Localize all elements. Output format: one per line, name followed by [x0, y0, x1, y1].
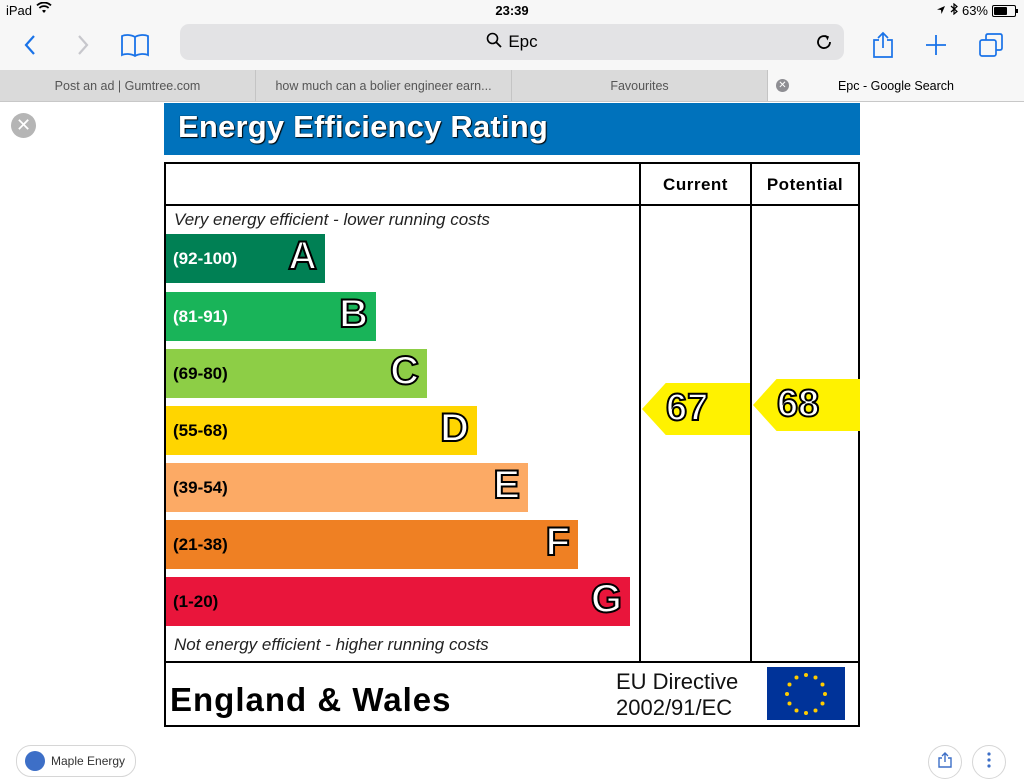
bluetooth-icon: [950, 2, 958, 18]
efficient-note: Very energy efficient - lower running co…: [174, 210, 490, 229]
column-divider: [750, 164, 752, 661]
globe-icon: [25, 751, 45, 771]
tab-label: Favourites: [610, 78, 669, 93]
close-icon[interactable]: ✕: [11, 113, 36, 138]
band-f: (21-38) F: [166, 519, 578, 569]
eu-directive: EU Directive 2002/91/EC: [616, 669, 738, 721]
device-name: iPad: [6, 3, 33, 18]
tab-epc-search[interactable]: ✕ Epc - Google Search: [768, 70, 1024, 101]
band-letter: G: [590, 576, 623, 622]
new-tab-icon[interactable]: [918, 27, 954, 63]
band-range: (1-20): [173, 592, 219, 611]
bookmarks-icon[interactable]: [117, 27, 153, 63]
band-letter: E: [492, 462, 521, 508]
directive-line-2: 2002/91/EC: [616, 695, 733, 720]
band-range: (55-68): [173, 421, 228, 440]
epc-header: Energy Efficiency Rating: [164, 103, 860, 155]
share-icon[interactable]: [865, 27, 901, 63]
band-range: (69-80): [173, 364, 228, 383]
band-a: (92-100) A: [166, 233, 325, 283]
close-tab-icon[interactable]: ✕: [776, 79, 789, 92]
potential-rating-value: 68: [776, 382, 820, 426]
region-label: England & Wales: [170, 681, 452, 718]
status-bar: iPad 23:39 63%: [0, 0, 1024, 20]
band-range: (21-38): [173, 535, 228, 554]
browser-toolbar: Epc: [0, 20, 1024, 70]
footer-divider: [166, 661, 858, 663]
band-b: (81-91) B: [166, 291, 376, 341]
forward-icon[interactable]: [65, 27, 101, 63]
column-divider: [639, 164, 641, 661]
tabs-icon[interactable]: [973, 27, 1009, 63]
tab-strip: Post an ad | Gumtree.com how much can a …: [0, 70, 1024, 102]
clock: 23:39: [495, 3, 529, 18]
tab-label: how much can a bolier engineer earn...: [275, 78, 492, 93]
tab-gumtree[interactable]: Post an ad | Gumtree.com: [0, 70, 256, 101]
band-letter: D: [439, 405, 470, 451]
location-icon: [936, 3, 946, 18]
band-letter: F: [545, 519, 571, 565]
battery-percent: 63%: [961, 3, 988, 18]
band-g: (1-20) G: [166, 576, 630, 626]
address-bar[interactable]: Epc: [180, 24, 844, 60]
more-options-icon[interactable]: [972, 745, 1006, 779]
battery-icon: [992, 4, 1018, 17]
band-letter: A: [287, 233, 318, 279]
band-d: (55-68) D: [166, 405, 477, 455]
inefficient-note: Not energy efficient - higher running co…: [174, 635, 489, 654]
tab-favourites[interactable]: Favourites: [512, 70, 768, 101]
search-icon: [486, 32, 502, 53]
header-divider: [166, 204, 858, 206]
eu-flag-icon: [767, 667, 845, 720]
band-range: (39-54): [173, 478, 228, 497]
source-chip[interactable]: Maple Energy: [16, 745, 137, 777]
epc-rating-table: Current Potential Very energy efficient …: [164, 162, 860, 727]
tab-label: Epc - Google Search: [837, 78, 955, 93]
band-c: (69-80) C: [166, 348, 427, 398]
epc-title: Energy Efficiency Rating: [178, 109, 549, 144]
band-range: (92-100): [173, 249, 238, 268]
band-letter: C: [389, 348, 420, 394]
current-rating-value: 67: [665, 386, 709, 430]
band-e: (39-54) E: [166, 462, 528, 512]
directive-line-1: EU Directive: [616, 669, 739, 694]
reload-icon[interactable]: [810, 28, 838, 56]
current-rating-arrow: 67: [642, 383, 750, 435]
address-text: Epc: [508, 32, 538, 51]
back-icon[interactable]: [12, 27, 48, 63]
band-range: (81-91): [173, 307, 228, 326]
status-right: 63%: [936, 2, 1018, 18]
wifi-icon: [36, 1, 52, 17]
source-label: Maple Energy: [51, 754, 126, 768]
share-icon[interactable]: [928, 745, 962, 779]
potential-column-header: Potential: [766, 175, 844, 194]
bottom-bar: Maple Energy: [0, 745, 1024, 779]
tab-label: Post an ad | Gumtree.com: [54, 78, 201, 93]
current-column-header: Current: [663, 175, 728, 194]
band-letter: B: [338, 291, 369, 337]
tab-boiler-engineer[interactable]: how much can a bolier engineer earn...: [256, 70, 512, 101]
potential-rating-arrow: 68: [753, 379, 860, 431]
